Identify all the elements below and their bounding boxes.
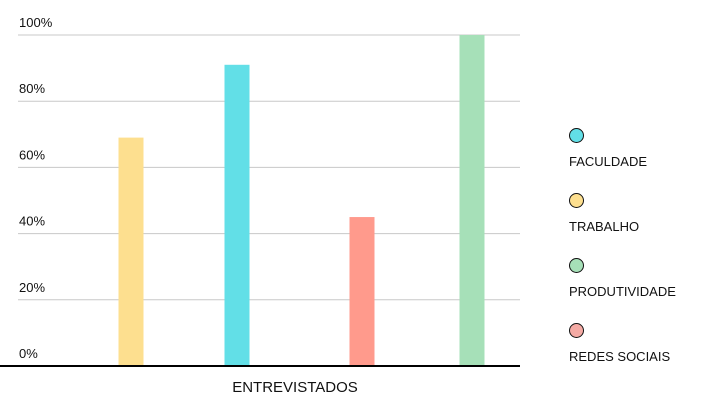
bar-trabalho xyxy=(118,137,144,366)
y-tick-label: 40% xyxy=(19,214,45,229)
x-axis-label: ENTREVISTADOS xyxy=(232,379,358,396)
legend: FACULDADE TRABALHO PRODUTIVIDADE REDES SOCI… xyxy=(568,126,693,386)
y-tick-label: 20% xyxy=(19,280,45,295)
bar-faculdade xyxy=(224,64,250,366)
legend-item-trabalho: TRABALHO xyxy=(568,191,693,256)
legend-swatch xyxy=(569,323,584,338)
legend-swatch xyxy=(569,258,584,273)
bar-redes-sociais xyxy=(349,217,375,366)
legend-swatch xyxy=(569,128,584,143)
bars xyxy=(118,35,485,366)
legend-swatch xyxy=(569,193,584,208)
legend-item-produtividade: PRODUTIVIDADE xyxy=(568,256,693,321)
y-tick-label: 0% xyxy=(19,346,38,361)
gridlines xyxy=(18,34,520,301)
legend-label: TRABALHO xyxy=(569,219,640,234)
legend-label: PRODUTIVIDADE xyxy=(569,284,676,299)
legend-label: FACULDADE xyxy=(569,154,648,169)
y-tick-label: 100% xyxy=(19,15,53,30)
y-tick-label: 60% xyxy=(19,147,45,162)
bar-produtividade xyxy=(459,35,485,366)
legend-item-faculdade: FACULDADE xyxy=(568,126,693,191)
legend-item-redes-sociais: REDES SOCIAIS xyxy=(568,321,693,386)
y-tick-label: 80% xyxy=(19,81,45,96)
y-axis-tick-labels: 0% 20% 40% 60% 80% 100% xyxy=(19,15,53,361)
legend-label: REDES SOCIAIS xyxy=(569,349,671,364)
